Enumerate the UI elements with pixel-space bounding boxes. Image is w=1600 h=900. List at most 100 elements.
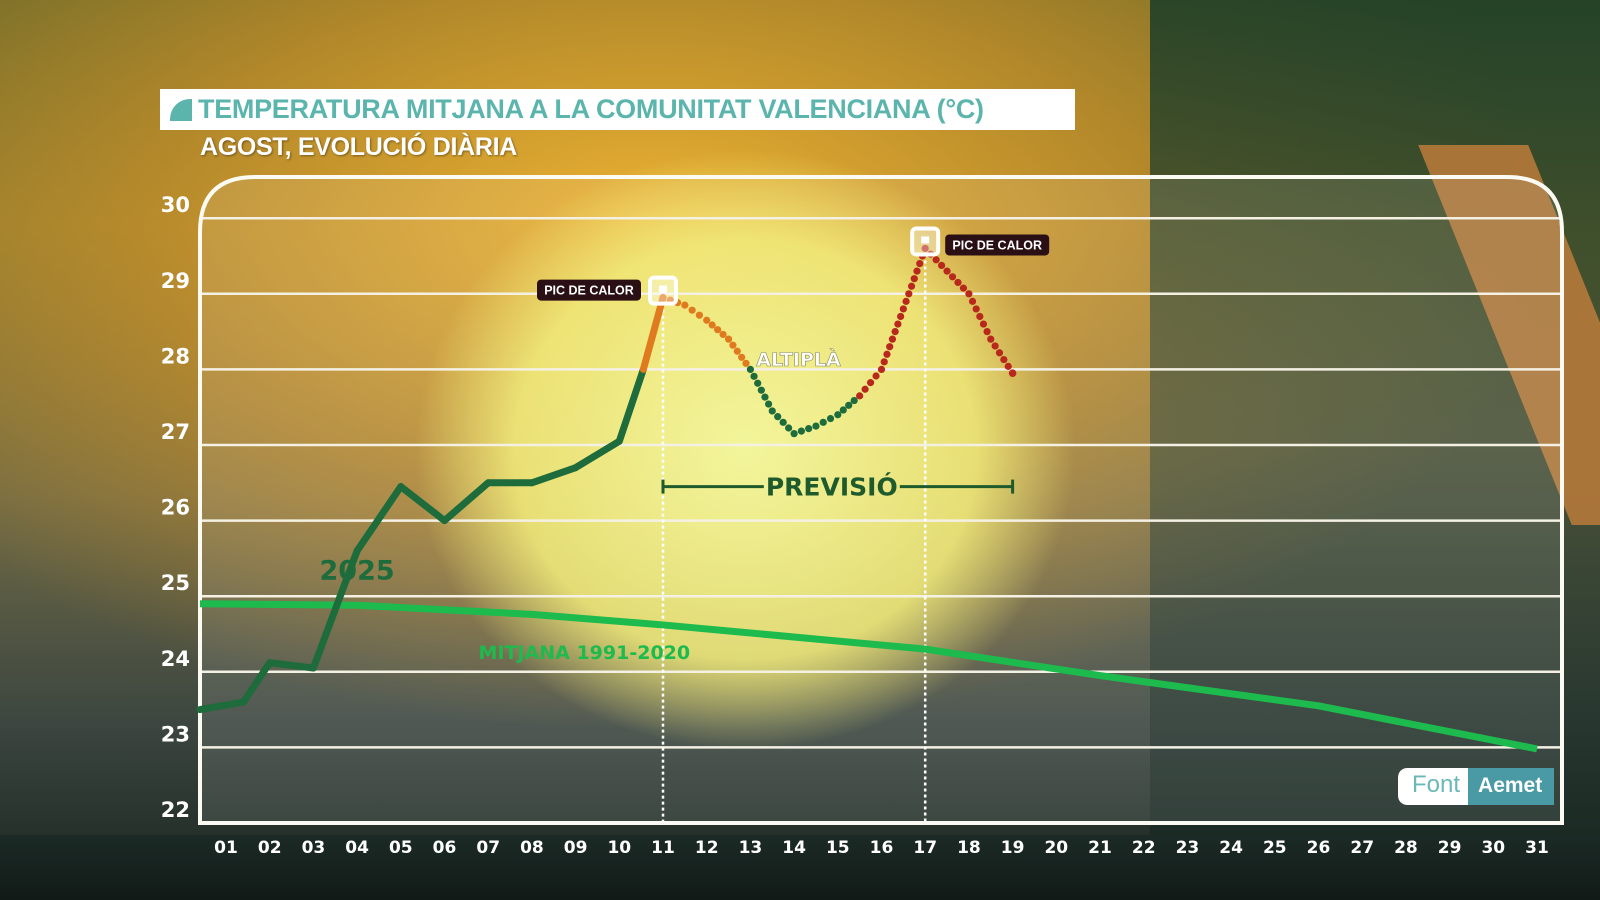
forecast-dot <box>659 293 667 302</box>
forecast-dot <box>916 259 924 268</box>
forecast-dot <box>866 379 875 387</box>
forecast-dot <box>797 427 805 435</box>
line-segment-2025 <box>196 698 247 714</box>
y-tick-label: 29 <box>161 269 190 293</box>
y-tick-label: 30 <box>161 193 190 217</box>
forecast-dot <box>899 305 907 313</box>
x-tick-label: 14 <box>782 838 806 858</box>
forecast-dot <box>695 311 704 319</box>
peak-label-bg <box>945 234 1050 256</box>
forecast-dot <box>937 261 946 270</box>
x-tick-label: 22 <box>1132 838 1156 858</box>
x-tick-label: 26 <box>1307 838 1331 858</box>
x-tick-label: 30 <box>1481 838 1505 858</box>
forecast-dot <box>886 343 894 351</box>
source-value: Aemet <box>1468 768 1555 805</box>
forecast-dot <box>995 349 1004 357</box>
forecast-dot <box>959 284 968 292</box>
x-tick-label: 16 <box>870 838 894 858</box>
forecast-dot <box>754 379 762 387</box>
forecast-dot <box>1000 355 1008 364</box>
forecast-dot <box>839 406 847 414</box>
forecast-dot <box>968 297 977 305</box>
forecast-dot <box>733 347 741 355</box>
source-label: Font <box>1398 768 1469 805</box>
x-tick-label: 13 <box>739 838 763 858</box>
x-axis-ticks: 01 02 03 04 05 06 07 08 09 10 11 12 13 14 15 16 17 18 19 20… <box>214 838 1549 858</box>
forecast-dot <box>905 290 913 298</box>
series-label-mean: MITJANA 1991-2020 <box>479 642 691 664</box>
y-tick-label: 23 <box>161 722 190 746</box>
x-tick-label: 09 <box>564 838 588 858</box>
line-segment-2025 <box>528 464 580 487</box>
x-tick-label: 24 <box>1219 838 1243 858</box>
forecast-dot <box>913 267 921 275</box>
forecast-dot <box>877 365 886 373</box>
x-tick-label: 29 <box>1438 838 1462 858</box>
forecast-dot <box>834 411 842 419</box>
forecast-dot <box>746 365 755 373</box>
x-tick-label: 03 <box>302 838 326 858</box>
series-mitjana-1991-2020 <box>199 600 1538 753</box>
forecast-dot <box>774 413 782 421</box>
y-axis-ticks: 22 23 24 25 26 27 28 29 30 <box>161 193 190 822</box>
peak-label-bg <box>537 279 641 301</box>
forecast-dot <box>979 320 988 328</box>
forecast-dot <box>987 335 995 343</box>
x-tick-label: 07 <box>476 838 500 858</box>
forecast-dot <box>883 350 891 358</box>
forecast-dot <box>921 244 929 253</box>
y-tick-label: 25 <box>161 571 190 595</box>
forecast-label: PREVISIÓ <box>766 472 898 502</box>
peak-vertical-lines <box>661 260 927 823</box>
line-segment-2025 <box>397 483 448 525</box>
x-tick-label: 11 <box>651 838 675 858</box>
forecast-dot <box>708 321 716 329</box>
x-tick-label: 12 <box>695 838 719 858</box>
forecast-dot <box>681 301 689 309</box>
forecast-dot <box>888 335 897 343</box>
gridlines <box>200 216 1562 749</box>
forecast-dot <box>688 306 696 314</box>
x-tick-label: 21 <box>1088 838 1112 858</box>
x-tick-label: 17 <box>913 838 937 858</box>
forecast-dot <box>850 396 858 405</box>
line-segment-2025 <box>639 294 667 373</box>
chart-annotations: PIC DE CALOR PIC DE CALOR ALTIPLÀ PREVISIÓ 2… <box>320 226 1050 664</box>
y-tick-label: 24 <box>161 647 190 671</box>
forecast-dot <box>880 358 888 366</box>
series-label-2025: 2025 <box>320 556 395 587</box>
x-tick-label: 28 <box>1394 838 1418 858</box>
forecast-dot <box>742 359 750 367</box>
x-tick-label: 01 <box>214 838 238 858</box>
source-badge: Font Aemet <box>1398 768 1555 805</box>
forecast-dot <box>856 392 864 400</box>
forecast-dot <box>897 312 905 321</box>
x-tick-label: 06 <box>433 838 457 858</box>
y-tick-label: 27 <box>161 420 190 444</box>
forecast-dot <box>719 330 727 339</box>
forecast-dot <box>819 418 827 426</box>
forecast-dot <box>910 275 918 283</box>
forecast-dot <box>894 320 902 328</box>
forecast-dot <box>765 400 773 408</box>
plot-area <box>200 177 1562 823</box>
chart-subtitle: AGOST, EVOLUCIÓ DIÀRIA <box>200 133 518 161</box>
forecast-dot <box>845 401 853 409</box>
forecast-dot <box>891 328 899 336</box>
forecast-dot <box>861 385 869 393</box>
x-tick-label: 08 <box>520 838 544 858</box>
forecast-dot <box>976 312 984 321</box>
forecast-dot <box>991 342 999 350</box>
line-segment-2025 <box>309 547 361 672</box>
line-segment-2025 <box>266 659 317 672</box>
line-segment-2025 <box>572 437 623 472</box>
forecast-dot <box>703 316 711 324</box>
forecast-dot <box>972 305 980 313</box>
series-2025 <box>196 294 667 714</box>
background-bottom-band <box>0 835 1600 900</box>
x-tick-label: 10 <box>607 838 631 858</box>
peak-marker-dot <box>659 285 667 293</box>
forecast-dot <box>943 267 951 275</box>
